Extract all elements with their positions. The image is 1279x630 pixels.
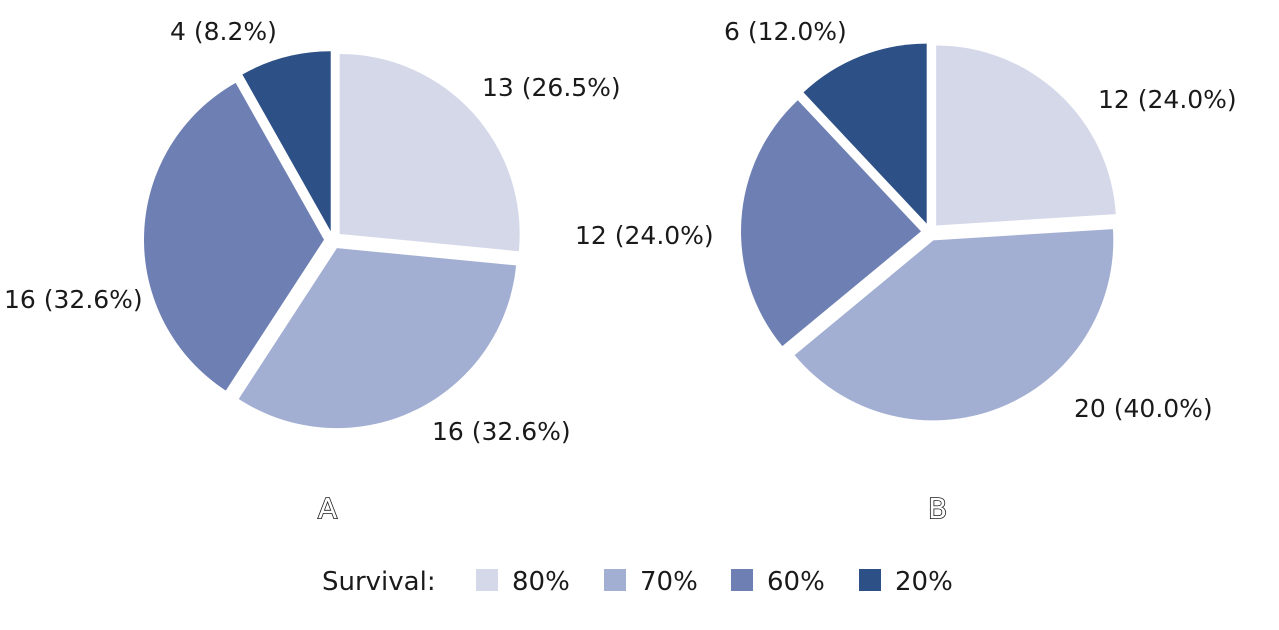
legend-swatch-60 xyxy=(731,569,753,591)
pie-a-slice-20 xyxy=(242,51,331,232)
pie-a-label-20: 4 (8.2%) xyxy=(170,17,277,46)
pie-a-slice-80 xyxy=(339,53,520,252)
legend-label-20: 20% xyxy=(895,567,953,597)
panel-label-b: B xyxy=(928,492,947,525)
legend: Survival: 80% 70% 60% 20% xyxy=(322,567,953,597)
pie-b-label-80: 12 (24.0%) xyxy=(1098,85,1237,114)
pie-b-slice-60 xyxy=(741,100,922,347)
pie-a-slice-70 xyxy=(238,248,517,429)
legend-title: Survival: xyxy=(322,567,436,597)
pie-b-label-20: 6 (12.0%) xyxy=(724,17,847,46)
pie-b-slice-80 xyxy=(936,45,1116,226)
pie-chart-b: 12 (24.0%) 20 (40.0%) 12 (24.0%) 6 (12.0… xyxy=(575,17,1237,526)
panel-label-a: A xyxy=(318,492,337,525)
pie-b-slice-70 xyxy=(794,229,1114,421)
legend-swatch-20 xyxy=(859,569,881,591)
legend-label-70: 70% xyxy=(640,567,698,597)
pie-b-slice-20 xyxy=(803,43,927,224)
legend-label-60: 60% xyxy=(767,567,825,597)
legend-swatch-70 xyxy=(604,569,626,591)
pie-a-label-80: 13 (26.5%) xyxy=(482,73,621,102)
legend-swatch-80 xyxy=(476,569,498,591)
pie-chart-a: 13 (26.5%) 16 (32.6%) 16 (32.6%) 4 (8.2%… xyxy=(4,17,621,526)
pie-b-label-70: 20 (40.0%) xyxy=(1074,394,1213,423)
legend-label-80: 80% xyxy=(512,567,570,597)
pie-b-label-60: 12 (24.0%) xyxy=(575,221,714,250)
pie-a-slice-60 xyxy=(144,82,325,391)
pie-a-label-60: 16 (32.6%) xyxy=(4,285,143,314)
pie-a-label-70: 16 (32.6%) xyxy=(432,417,571,446)
